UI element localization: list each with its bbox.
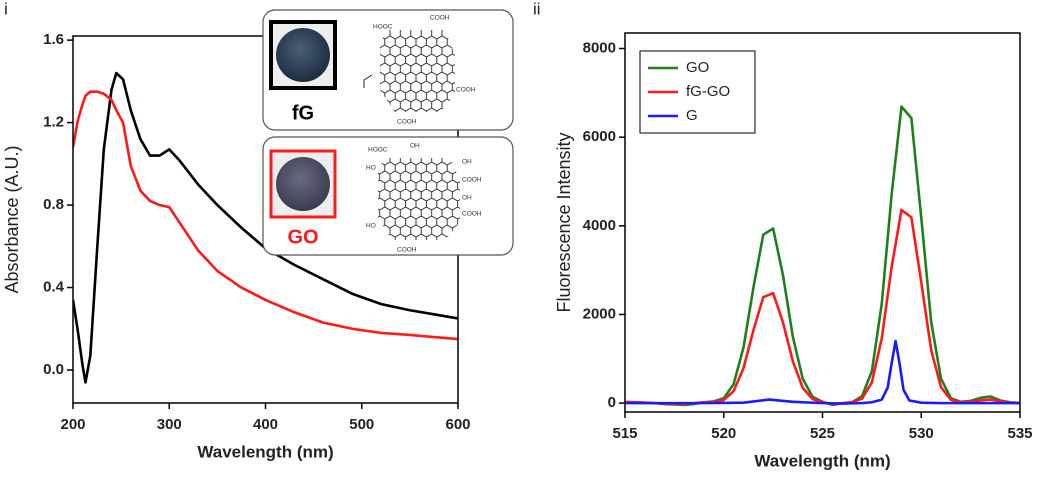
structure-bond xyxy=(363,74,373,88)
legend-label: GO xyxy=(686,59,709,76)
y-tick-label: 0 xyxy=(608,394,616,411)
group-label: COOH xyxy=(462,211,482,218)
data-line xyxy=(625,339,1020,405)
group-label: HO xyxy=(366,223,376,230)
legend-label: fG-GO xyxy=(686,83,730,100)
group-label: COOH xyxy=(397,119,417,126)
group-label: OH xyxy=(462,159,472,166)
inset-fg: fG HOOC COOH COOH COOH xyxy=(262,9,514,131)
x-tick-label: 200 xyxy=(60,416,85,433)
y-tick-label: 4000 xyxy=(583,217,616,234)
group-label: HO xyxy=(366,165,376,172)
y-tick-label: 1.2 xyxy=(43,114,64,131)
x-tick-label: 600 xyxy=(445,416,470,433)
y-tick-label: 6000 xyxy=(583,128,616,145)
x-tick-label: 400 xyxy=(253,416,278,433)
structure xyxy=(378,158,460,240)
inset-label: fG xyxy=(292,102,314,124)
group-label: COOH xyxy=(430,15,450,22)
x-tick-label: 530 xyxy=(909,425,934,442)
x-tick-label: 515 xyxy=(612,425,637,442)
panel-label: i xyxy=(4,0,8,18)
x-tick-label: 520 xyxy=(711,425,736,442)
x-axis-label: Wavelength (nm) xyxy=(197,442,333,461)
group-label: OH xyxy=(410,143,420,150)
data-line xyxy=(625,105,1020,407)
y-axis-label: Absorbance (A.U.) xyxy=(2,145,22,293)
group-label: COOH xyxy=(397,247,417,254)
inset-label: GO xyxy=(287,226,318,248)
y-tick-label: 0.0 xyxy=(43,361,64,378)
y-tick-label: 0.4 xyxy=(43,279,65,296)
x-axis-label: Wavelength (nm) xyxy=(754,451,890,470)
y-tick-label: 1.6 xyxy=(43,31,64,48)
x-tick-label: 300 xyxy=(157,416,182,433)
y-axis-label: Fluorescence Intensity xyxy=(554,132,574,312)
data-line xyxy=(625,208,1020,406)
photo-disc xyxy=(276,157,330,211)
legend-label: G xyxy=(686,107,698,124)
x-tick-label: 535 xyxy=(1007,425,1032,442)
group-label: COOH xyxy=(462,177,482,184)
x-tick-label: 525 xyxy=(810,425,835,442)
plot-frame xyxy=(624,32,1021,413)
data-line xyxy=(73,90,458,341)
panel-label: ii xyxy=(533,0,541,18)
data-line xyxy=(73,71,458,384)
y-tick-label: 8000 xyxy=(583,39,616,56)
group-label: OH xyxy=(462,195,472,202)
inset-go: GO HOOC OH OH COOH HO OH COOH HO COOH xyxy=(262,136,514,256)
y-tick-label: 0.8 xyxy=(43,196,64,213)
photo-disc xyxy=(276,28,330,82)
structure xyxy=(380,30,455,112)
y-tick-label: 2000 xyxy=(583,305,616,322)
x-tick-label: 500 xyxy=(349,416,374,433)
group-label: COOH xyxy=(456,87,476,94)
group-label: HOOC xyxy=(368,147,388,154)
group-label: HOOC xyxy=(373,24,393,31)
